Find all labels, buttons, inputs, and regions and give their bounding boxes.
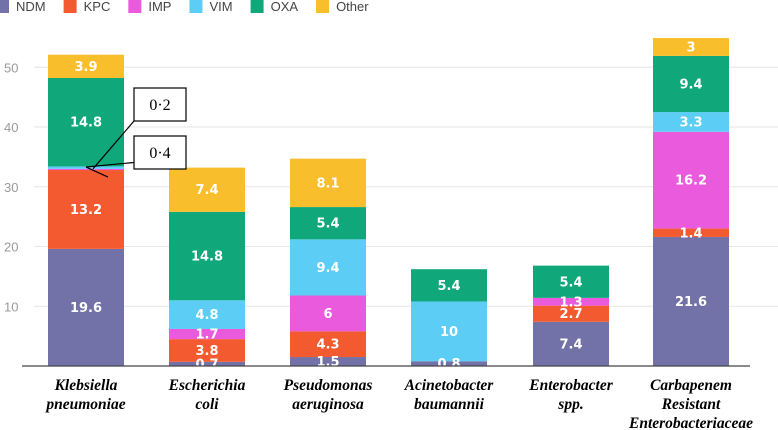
segment-value-label: 5.4 [316,217,339,232]
segment-value-label: 9.4 [679,77,702,92]
segment-value-label: 3.9 [74,60,97,75]
callout-2: 0·4 [85,135,187,178]
callout-leader-line [85,166,109,178]
bar-segment-ndm-escherichia-coli [169,361,245,366]
segment-value-label: 4.3 [316,338,339,353]
callout-text: 0·2 [149,97,170,114]
chart-legend: NDM KPC IMP VIM OXA Other [0,0,369,14]
legend-label-kpc: KPC [84,0,111,14]
bar-segment-kpc-pseudomonas-aeruginosa [290,331,366,358]
y-tick-label: 40 [4,120,18,135]
bar-segment-kpc-enterobacter-spp [533,305,609,322]
callout-box [133,87,187,122]
bar-segment-oxa-carbapenem-resistant-enterobacteriaceae [653,55,729,113]
bar-segment-oxa-acinetobacter-baumannii [411,269,487,302]
y-tick-label: 20 [4,240,18,255]
bar-segment-ndm-pseudomonas-aeruginosa [290,357,366,366]
legend-swatch-oxa [250,0,264,13]
bar-segment-vim-carbapenem-resistant-enterobacteriaceae [653,112,729,132]
segment-value-label: 9.4 [316,261,339,276]
bar-segment-ndm-acinetobacter-baumannii [411,361,487,366]
segment-value-label: 3.8 [195,344,218,359]
bar-segment-ndm-carbapenem-resistant-enterobacteriaceae [653,236,729,366]
legend-swatch-ndm [0,0,9,13]
segment-value-label: 7.4 [195,183,218,198]
segment-value-label: 14.8 [191,250,223,265]
segment-value-label: 10 [440,325,458,340]
bar-segment-ndm-klebsiella-pneumoniae [48,248,124,366]
segment-value-label: 4.8 [195,308,218,323]
legend-label-oxa: OXA [271,0,299,14]
segment-value-label: 3.3 [679,115,702,130]
bar-segment-imp-carbapenem-resistant-enterobacteriaceae [653,131,729,229]
segment-value-label: 8.1 [316,176,339,191]
category-label-escherichia-coli: Escherichia coli [168,377,246,413]
callout-text: 0·4 [149,145,170,162]
bar-segment-vim-pseudomonas-aeruginosa [290,239,366,296]
bar-segment-vim-escherichia-coli [169,300,245,329]
callout-leader-line [92,120,135,170]
y-tick-label: 10 [4,299,18,314]
bar-segment-imp-escherichia-coli [169,328,245,340]
bar-segment-imp-enterobacter-spp [533,297,609,306]
segment-value-label: 1.3 [559,295,582,310]
legend-swatch-imp [128,0,142,13]
bar-segment-other-carbapenem-resistant-enterobacteriaceae [653,37,729,56]
segment-value-label: 0.8 [437,357,460,372]
segment-value-label: 1.5 [316,355,339,370]
bar-segment-oxa-escherichia-coli [169,211,245,301]
category-label-enterobacter-spp: Enterobacter spp. [528,377,613,413]
callout-box [133,135,187,170]
bar-segment-imp-klebsiella-pneumoniae [48,168,124,171]
category-label-klebsiella-pneumoniae: Klebsiella pneumoniae [44,377,125,413]
legend-swatch-kpc [63,0,77,13]
legend-swatch-other [316,0,330,13]
bar-segment-imp-pseudomonas-aeruginosa [290,295,366,332]
category-label-acinetobacter-baumannii: Acinetobacter baumannii [404,377,495,413]
bar-segment-kpc-escherichia-coli [169,339,245,362]
segment-value-label: 7.4 [559,337,582,352]
segment-value-label: 2.7 [559,307,582,322]
legend-label-vim: VIM [209,0,232,14]
bar-segment-other-pseudomonas-aeruginosa [290,158,366,208]
category-label-carbapenem-resistant-enterobacteriaceae: Carbapenem Resistant Enterobacteriaceae [628,377,753,430]
chart-bars [48,37,729,366]
callout-1: 0·2 [92,87,187,170]
callout-annotations: 0·2 0·4 [85,87,187,178]
callout-leader-line [85,161,135,168]
legend-label-other: Other [336,0,369,14]
segment-value-label: 16.2 [675,174,707,189]
segment-value-label: 6 [323,307,332,322]
segment-value-label: 13.2 [70,203,102,218]
bar-segment-ndm-enterobacter-spp [533,321,609,366]
legend-label-ndm: NDM [16,0,46,14]
legend-swatch-vim [189,0,203,13]
segment-value-label: 0.7 [195,357,218,372]
y-axis-ticks: 10 20 30 40 50 [4,60,18,314]
bar-segment-oxa-klebsiella-pneumoniae [48,78,124,167]
bar-segment-kpc-carbapenem-resistant-enterobacteriaceae [653,228,729,237]
segment-value-label: 1.7 [195,328,218,343]
legend-label-imp: IMP [148,0,171,14]
category-label-pseudomonas-aeruginosa: Pseudomonas aeruginosa [284,377,373,413]
x-axis-category-labels: Klebsiella pneumoniae Escherichia coli Pseud… [44,377,753,430]
bar-segment-oxa-pseudomonas-aeruginosa [290,207,366,240]
bar-segment-kpc-klebsiella-pneumoniae [48,170,124,249]
y-tick-label: 30 [4,180,18,195]
segment-value-label: 1.4 [679,226,702,241]
segment-value-label: 3 [686,40,695,55]
segment-value-label: 21.6 [675,295,707,310]
bar-segment-other-klebsiella-pneumoniae [48,54,124,79]
bar-segment-other-escherichia-coli [169,167,245,212]
segment-value-label: 5.4 [437,279,460,294]
y-tick-label: 50 [4,60,18,75]
bar-segment-oxa-enterobacter-spp [533,265,609,298]
bar-segment-vim-acinetobacter-baumannii [411,301,487,362]
segment-value-label: 5.4 [559,275,582,290]
segment-value-label: 14.8 [70,116,102,131]
segment-value-label: 19.6 [70,301,102,316]
